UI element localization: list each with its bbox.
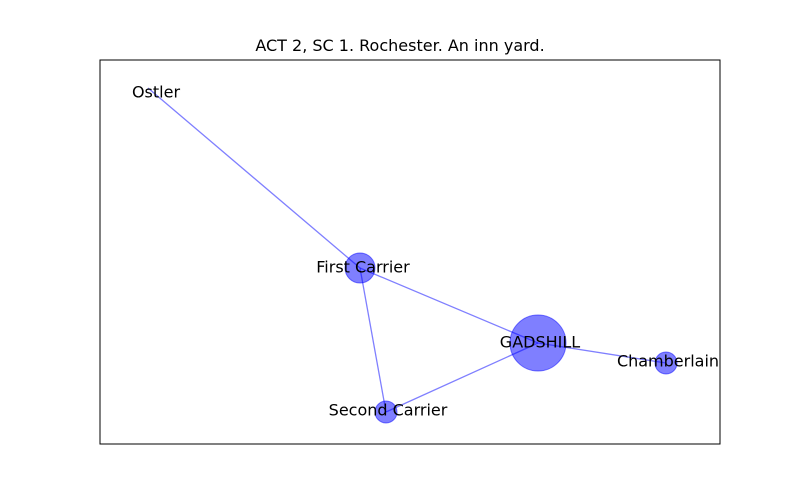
labels-layer: Ostler First Carrier GADSHILL Chamberlain Se… — [132, 83, 719, 420]
nodes-layer — [344, 252, 678, 424]
node-second-carrier[interactable] — [374, 400, 398, 424]
chart-title: ACT 2, SC 1. Rochester. An inn yard. — [255, 36, 544, 55]
node-first-carrier[interactable] — [344, 252, 376, 284]
node-label-gadshill: GADSHILL — [500, 333, 580, 352]
edge-ostler-first-carrier — [147, 87, 361, 269]
edge-first-carrier-second-carrier — [359, 267, 387, 413]
node-label-first-carrier: First Carrier — [316, 258, 410, 277]
node-chamberlain[interactable] — [654, 351, 678, 375]
node-label-second-carrier: Second Carrier — [329, 401, 448, 420]
edge-first-carrier-gadshill — [359, 267, 539, 344]
node-label-chamberlain: Chamberlain — [617, 352, 719, 371]
node-gadshill[interactable] — [509, 314, 567, 372]
node-label-ostler: Ostler — [132, 83, 180, 102]
edges-layer — [147, 87, 667, 413]
plot-frame — [99, 59, 721, 445]
